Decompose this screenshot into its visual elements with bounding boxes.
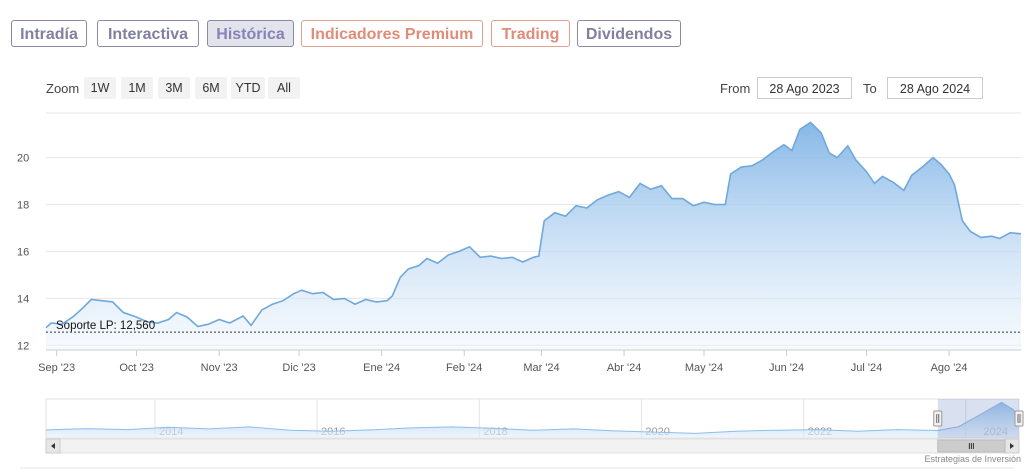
zoom-3m-button[interactable]: 3M — [158, 77, 190, 99]
price-area — [46, 122, 1021, 351]
x-tick-label: Ago '24 — [931, 362, 968, 374]
x-tick-label: Mar '24 — [523, 362, 559, 374]
navigator-selection[interactable] — [937, 399, 1019, 438]
navigator-line — [45, 401, 1020, 434]
y-tick-label: 16 — [17, 246, 29, 258]
x-tick-label: Jun '24 — [769, 362, 804, 374]
zoom-label: Zoom — [46, 81, 80, 96]
tab-historica[interactable]: Histórica — [207, 20, 294, 47]
zoom-1w-button[interactable]: 1W — [84, 77, 116, 99]
scroll-right-arrow-icon — [1010, 443, 1014, 449]
chart-credit: Estrategias de Inversión — [924, 454, 1021, 464]
zoom-6m-button[interactable]: 6M — [195, 77, 227, 99]
scroll-left-arrow-icon — [51, 443, 55, 449]
navigator-handle-left[interactable] — [933, 410, 943, 427]
navigator-area — [46, 402, 1019, 438]
navigator-handle-right[interactable] — [1014, 410, 1024, 427]
x-tick-label: Oct '23 — [119, 362, 154, 374]
tab-interactiva[interactable]: Interactiva — [97, 20, 199, 47]
y-tick-label: 18 — [17, 200, 29, 212]
x-tick-label: May '24 — [685, 362, 723, 374]
range-to-label: To — [863, 81, 877, 96]
zoom-1m-button[interactable]: 1M — [121, 77, 153, 99]
range-to-input[interactable]: 28 Ago 2024 — [887, 77, 983, 99]
x-tick-label: Dic '23 — [282, 362, 315, 374]
scrollbar-track[interactable] — [45, 438, 1020, 454]
tab-dividendos[interactable]: Dividendos — [577, 20, 681, 47]
x-tick-label: Ene '24 — [363, 362, 400, 374]
y-tick-label: 12 — [17, 340, 29, 352]
range-from-input[interactable]: 28 Ago 2023 — [757, 77, 852, 99]
x-tick-label: Nov '23 — [201, 362, 238, 374]
zoom-all-button[interactable]: All — [268, 77, 300, 99]
x-tick-label: Abr '24 — [607, 362, 642, 374]
support-line-label: Soporte LP: 12,560 — [56, 320, 155, 332]
x-tick-label: Feb '24 — [446, 362, 482, 374]
y-tick-label: 20 — [17, 153, 29, 165]
price-line — [45, 121, 1022, 329]
range-from-label: From — [720, 81, 751, 96]
x-tick-label: Sep '23 — [38, 362, 75, 374]
tab-trading[interactable]: Trading — [491, 20, 570, 47]
zoom-ytd-button[interactable]: YTD — [231, 77, 265, 99]
tab-indicadores-premium[interactable]: Indicadores Premium — [301, 20, 483, 47]
y-tick-label: 14 — [17, 293, 29, 305]
tab-intradia[interactable]: Intradía — [11, 20, 87, 47]
x-tick-label: Jul '24 — [851, 362, 882, 374]
